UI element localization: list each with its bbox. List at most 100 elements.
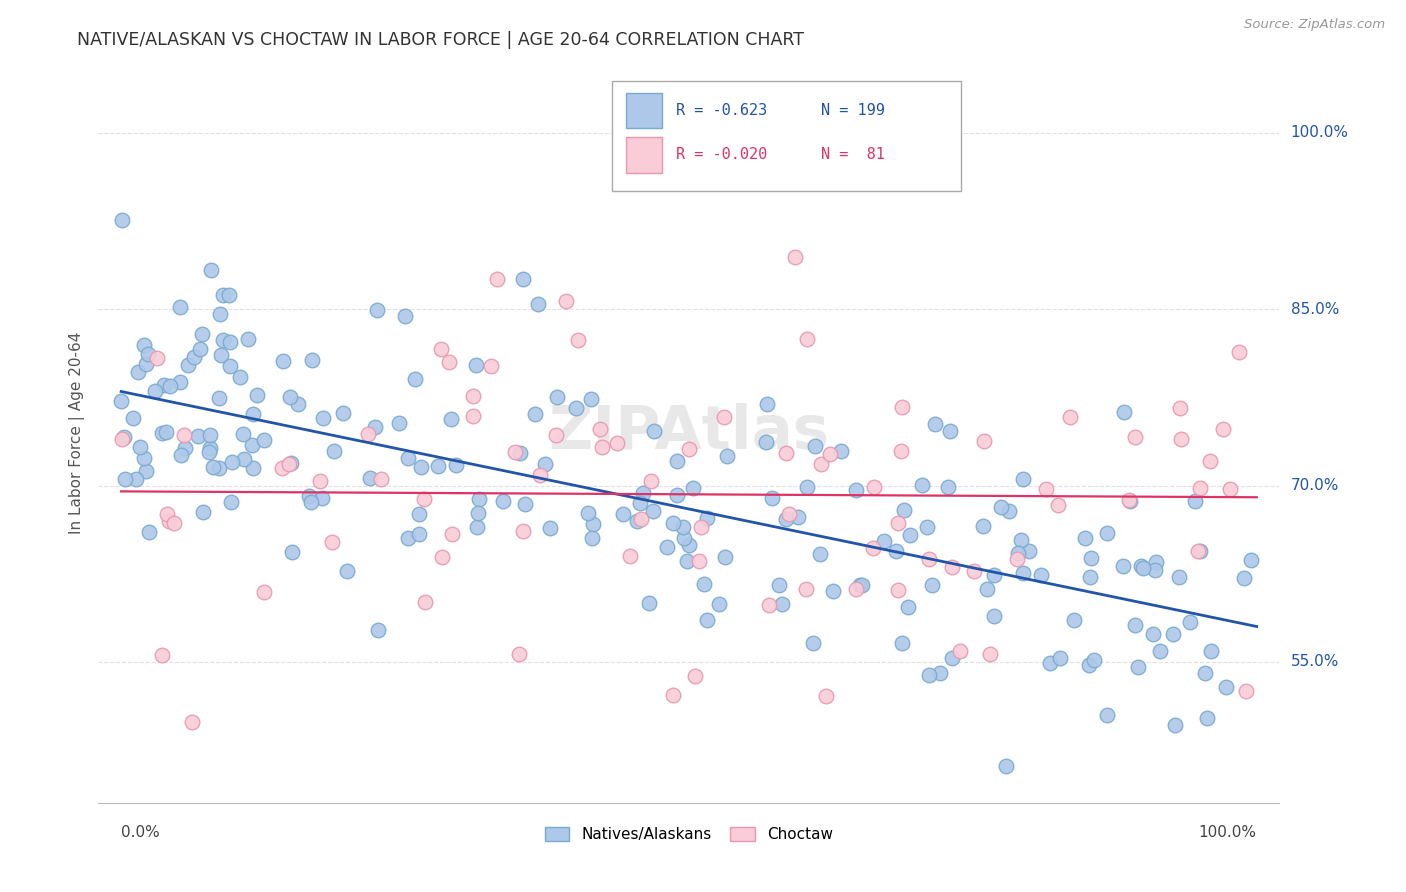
Point: [367, 623, 389, 637]
Point: [1199, 644, 1222, 658]
Point: [153, 378, 176, 392]
Point: [505, 445, 527, 459]
Point: [939, 424, 962, 438]
Point: [188, 342, 211, 356]
Point: [928, 666, 950, 681]
Point: [200, 263, 222, 277]
Point: [1018, 544, 1040, 558]
Point: [1180, 615, 1202, 629]
Point: [437, 355, 460, 369]
Point: [581, 531, 603, 545]
Point: [408, 507, 430, 521]
Point: [1078, 658, 1101, 673]
Point: [936, 479, 959, 493]
Point: [1046, 498, 1069, 512]
Point: [312, 410, 335, 425]
Point: [143, 384, 166, 399]
Point: [1233, 571, 1256, 585]
Legend: Natives/Alaskans, Choctaw: Natives/Alaskans, Choctaw: [538, 821, 839, 848]
Point: [678, 442, 700, 457]
Point: [136, 346, 159, 360]
Point: [672, 519, 695, 533]
Point: [862, 541, 884, 556]
Point: [918, 551, 941, 566]
Point: [1149, 644, 1171, 658]
Point: [976, 582, 998, 597]
Text: R = -0.020: R = -0.020: [676, 147, 768, 162]
Point: [1126, 660, 1149, 674]
Point: [323, 444, 346, 458]
Point: [887, 516, 910, 530]
Point: [983, 609, 1005, 624]
Point: [221, 455, 243, 469]
Point: [444, 458, 467, 473]
Point: [783, 250, 806, 264]
Point: [404, 372, 426, 386]
Point: [1168, 570, 1191, 584]
Point: [1119, 493, 1142, 508]
Point: [1031, 568, 1053, 582]
Point: [1198, 454, 1220, 468]
Point: [588, 422, 610, 436]
Point: [479, 359, 502, 373]
Point: [662, 516, 685, 531]
Point: [198, 428, 221, 442]
Point: [111, 432, 134, 446]
Point: [830, 443, 852, 458]
Point: [1144, 554, 1167, 568]
Point: [973, 434, 995, 449]
Point: [169, 376, 191, 390]
Point: [212, 333, 235, 347]
Point: [672, 531, 695, 545]
Text: 70.0%: 70.0%: [1291, 478, 1339, 493]
Point: [388, 416, 411, 430]
Point: [159, 378, 181, 392]
Point: [693, 577, 716, 591]
Point: [1240, 553, 1263, 567]
Point: [1074, 531, 1097, 545]
Point: [1083, 653, 1105, 667]
Point: [851, 578, 873, 592]
Point: [796, 332, 818, 346]
Point: [146, 351, 169, 366]
Point: [640, 474, 662, 488]
Point: [465, 519, 488, 533]
Point: [370, 472, 392, 486]
FancyBboxPatch shape: [626, 93, 662, 128]
Text: 100.0%: 100.0%: [1291, 126, 1348, 140]
Point: [713, 549, 735, 564]
Point: [890, 444, 912, 458]
Point: [221, 495, 243, 509]
Point: [253, 584, 276, 599]
Point: [463, 389, 485, 403]
Point: [845, 483, 868, 497]
Point: [232, 427, 254, 442]
Point: [1130, 559, 1153, 574]
Point: [631, 485, 654, 500]
Point: [696, 511, 718, 525]
Point: [643, 424, 665, 438]
Point: [983, 567, 1005, 582]
Point: [804, 439, 827, 453]
Point: [527, 297, 550, 311]
Point: [468, 492, 491, 507]
Point: [775, 445, 797, 459]
Point: [891, 401, 914, 415]
Point: [1080, 551, 1102, 566]
Point: [775, 512, 797, 526]
Point: [439, 411, 461, 425]
Point: [124, 472, 146, 486]
Point: [801, 636, 824, 650]
Point: [666, 488, 689, 502]
Point: [1035, 483, 1057, 497]
Point: [364, 420, 387, 434]
Point: [810, 457, 832, 471]
Point: [408, 527, 430, 541]
Point: [366, 303, 388, 318]
Point: [911, 477, 934, 491]
Point: [1012, 566, 1035, 581]
Point: [150, 648, 173, 662]
Point: [787, 509, 810, 524]
Point: [897, 600, 920, 615]
Text: 55.0%: 55.0%: [1291, 654, 1339, 669]
